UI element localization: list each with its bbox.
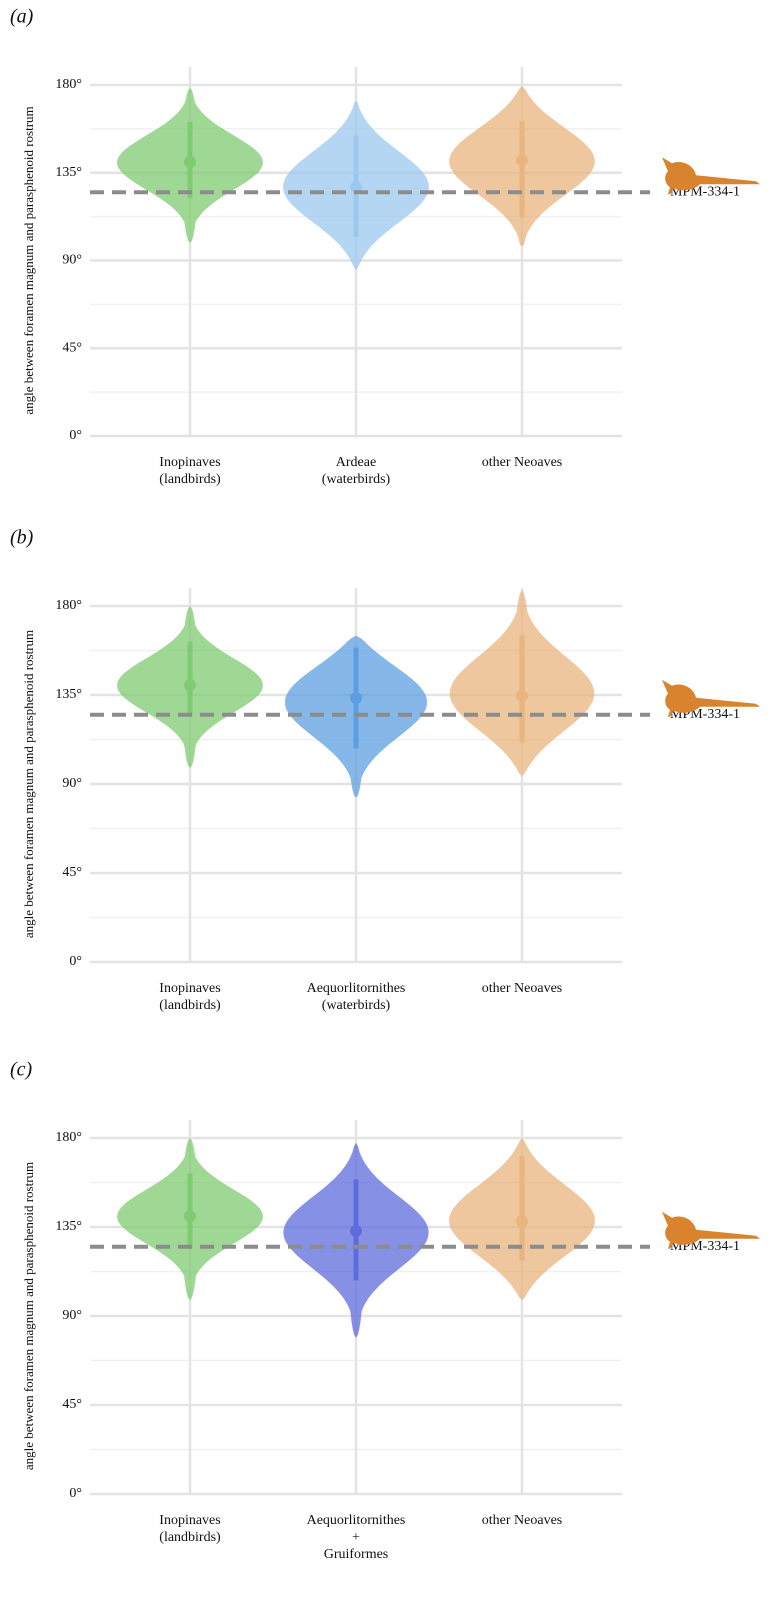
median-dot xyxy=(184,1210,196,1223)
y-tick-label: 135° xyxy=(55,165,82,180)
bird-silhouette xyxy=(662,679,760,717)
median-dot xyxy=(184,156,196,169)
x-tick-label: other Neoaves xyxy=(481,1513,563,1528)
x-tick-label: Inopinaves (landbirds) xyxy=(159,1513,221,1545)
median-dot xyxy=(350,1224,362,1237)
median-dot xyxy=(516,689,528,702)
x-tick-label: other Neoaves xyxy=(481,455,563,470)
x-tick-label: Aequorlitornithes (waterbirds) xyxy=(306,981,406,1013)
y-tick-label: 135° xyxy=(55,1219,82,1234)
y-tick-label: 135° xyxy=(55,687,82,702)
median-dot xyxy=(516,154,528,167)
median-dot xyxy=(350,691,362,704)
y-tick-label: 0° xyxy=(69,1486,82,1501)
panel-label: (b) xyxy=(10,527,34,549)
y-tick-label: 90° xyxy=(62,253,82,268)
x-tick-label: Inopinaves (landbirds) xyxy=(159,455,221,487)
y-tick-label: 180° xyxy=(55,1130,82,1145)
x-tick-label: Inopinaves (landbirds) xyxy=(159,981,221,1013)
y-tick-label: 45° xyxy=(62,1397,82,1412)
panel-label: (c) xyxy=(10,1059,33,1081)
y-axis-label: angle between foramen magnum and parasph… xyxy=(21,630,36,938)
median-dot xyxy=(516,1215,528,1228)
median-dot xyxy=(184,679,196,692)
y-axis-label: angle between foramen magnum and parasph… xyxy=(21,1162,36,1470)
y-tick-label: 90° xyxy=(62,776,82,791)
y-tick-label: 45° xyxy=(62,865,82,880)
bird-silhouette xyxy=(662,157,760,195)
x-tick-label: other Neoaves xyxy=(481,981,563,996)
y-tick-label: 0° xyxy=(69,954,82,969)
x-tick-label: Ardeae (waterbirds) xyxy=(321,455,391,487)
y-tick-label: 0° xyxy=(69,428,82,443)
bird-silhouette xyxy=(662,1211,760,1249)
y-tick-label: 180° xyxy=(55,77,82,92)
y-tick-label: 45° xyxy=(62,340,82,355)
x-tick-label: Aequorlitornithes + Gruiformes xyxy=(306,1513,406,1562)
y-tick-label: 90° xyxy=(62,1308,82,1323)
panel-label: (a) xyxy=(10,6,34,28)
y-axis-label: angle between foramen magnum and parasph… xyxy=(21,106,36,414)
y-tick-label: 180° xyxy=(55,598,82,613)
